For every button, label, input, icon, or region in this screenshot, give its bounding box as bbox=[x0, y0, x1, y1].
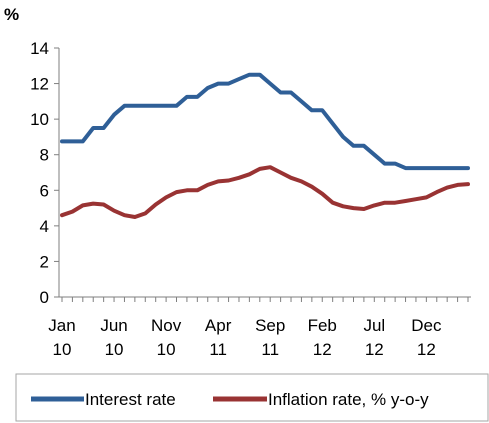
y-tick-label: 10 bbox=[30, 110, 49, 129]
y-tick-label: 14 bbox=[30, 39, 49, 58]
legend-label-inflation-rate: Inflation rate, % y-o-y bbox=[268, 390, 429, 409]
x-tick-label-year: 12 bbox=[417, 340, 436, 359]
y-tick-label: 0 bbox=[40, 288, 49, 307]
y-tick-label: 4 bbox=[40, 217, 49, 236]
x-tick-label-month: Jan bbox=[48, 316, 75, 335]
y-axis-unit-label: % bbox=[4, 5, 19, 24]
x-tick-label-month: Sep bbox=[255, 316, 285, 335]
legend: Interest rate Inflation rate, % y-o-y bbox=[15, 373, 489, 422]
legend-label-interest-rate: Interest rate bbox=[85, 390, 176, 409]
x-tick-label-year: 10 bbox=[157, 340, 176, 359]
x-tick-label-month: Dec bbox=[411, 316, 442, 335]
x-tick-label-month: Nov bbox=[151, 316, 182, 335]
series-line-inflation-rate bbox=[60, 165, 470, 219]
x-tick-label-year: 10 bbox=[105, 340, 124, 359]
x-tick-label-year: 11 bbox=[261, 340, 279, 359]
y-tick-label: 6 bbox=[40, 181, 49, 200]
plot-area bbox=[60, 72, 470, 219]
y-tick-label: 8 bbox=[40, 146, 49, 165]
x-tick-label-year: 11 bbox=[209, 340, 227, 359]
x-axis: Jan 10 Jun 10 Nov 10 Apr 11 Sep 11 Feb 12 Jul 12 Dec 12 bbox=[48, 296, 471, 359]
x-tick-label-year: 12 bbox=[313, 340, 332, 359]
x-tick-label-year: 12 bbox=[365, 340, 384, 359]
x-tick-label-month: Jun bbox=[100, 316, 127, 335]
y-axis: 0 2 4 6 8 10 12 14 bbox=[30, 39, 60, 307]
series-line-interest-rate bbox=[60, 72, 470, 171]
x-tick-label-month: Apr bbox=[205, 316, 232, 335]
x-tick-label-year: 10 bbox=[53, 340, 72, 359]
x-tick-label-month: Jul bbox=[363, 316, 385, 335]
y-tick-label: 12 bbox=[30, 75, 49, 94]
x-tick-label-month: Feb bbox=[308, 316, 337, 335]
y-tick-label: 2 bbox=[40, 252, 49, 271]
